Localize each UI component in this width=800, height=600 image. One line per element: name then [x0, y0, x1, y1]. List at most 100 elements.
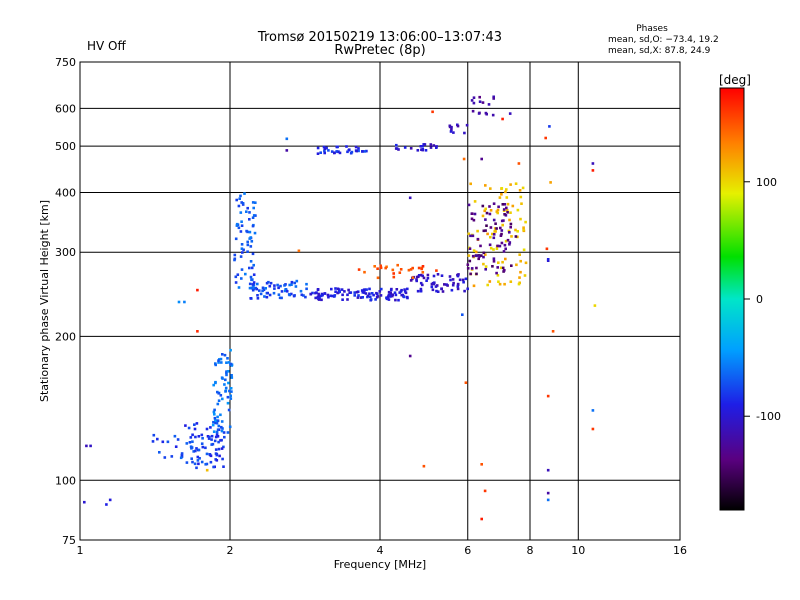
echo-point — [205, 452, 209, 456]
echo-point — [456, 274, 460, 278]
echo-point — [246, 250, 249, 253]
echo-point — [376, 267, 379, 270]
echo-point — [466, 287, 469, 291]
echo-point — [501, 117, 504, 121]
echo-point — [436, 273, 440, 276]
echo-point — [237, 226, 241, 230]
echo-point — [491, 232, 494, 236]
echo-point — [500, 193, 503, 196]
echo-point — [256, 297, 260, 300]
echo-point — [269, 281, 273, 285]
echo-point — [314, 296, 317, 300]
echo-point — [220, 420, 224, 423]
echo-point — [251, 252, 255, 256]
echo-point — [425, 279, 428, 282]
echo-point — [473, 200, 477, 203]
y-tick-label: 400 — [55, 186, 76, 199]
echo-point — [251, 278, 254, 281]
echo-point — [220, 425, 223, 429]
echo-point — [448, 124, 452, 128]
echo-point — [349, 291, 353, 294]
echo-point — [499, 266, 503, 270]
echo-point — [191, 433, 194, 437]
echo-point — [252, 214, 256, 217]
echo-point — [249, 260, 253, 263]
echo-point — [393, 291, 397, 294]
echo-point — [546, 468, 550, 472]
y-tick-label: 100 — [55, 474, 76, 487]
echo-point — [509, 183, 512, 186]
echo-point — [317, 294, 321, 297]
echo-point — [237, 204, 241, 208]
echo-point — [477, 112, 481, 115]
echo-point — [226, 395, 230, 399]
echo-point — [508, 218, 511, 222]
echo-point — [385, 297, 389, 301]
echo-point — [492, 97, 495, 100]
echo-point — [316, 146, 320, 150]
echo-point — [368, 292, 371, 295]
echo-point — [499, 226, 502, 230]
echo-point — [212, 465, 215, 469]
echo-point — [445, 283, 448, 286]
echo-point — [248, 286, 252, 290]
echo-point — [158, 451, 161, 454]
echo-point — [216, 402, 220, 406]
echo-point — [211, 423, 215, 427]
echo-point — [481, 101, 485, 104]
echo-point — [500, 187, 504, 190]
echo-point — [374, 298, 377, 301]
echo-point — [210, 434, 214, 438]
echo-point — [503, 213, 506, 216]
echo-point — [235, 222, 239, 226]
echo-point — [200, 460, 204, 464]
echo-point — [421, 283, 424, 287]
y-tick-label: 300 — [55, 246, 76, 259]
echo-point — [389, 288, 393, 292]
echo-point — [522, 226, 525, 229]
echo-point — [216, 415, 219, 419]
echo-point — [484, 253, 487, 256]
echo-point — [241, 251, 244, 254]
echo-point — [246, 243, 250, 247]
echo-point — [163, 456, 167, 459]
echo-point — [329, 294, 332, 298]
echo-point — [426, 273, 430, 277]
echo-point — [335, 150, 338, 153]
echo-point — [489, 226, 493, 229]
echo-point — [509, 280, 513, 283]
echo-point — [230, 364, 234, 367]
echo-point — [174, 445, 178, 448]
echo-point — [220, 447, 224, 450]
echo-point — [504, 247, 507, 251]
echo-point — [504, 190, 507, 194]
echo-point — [472, 249, 476, 252]
echo-point — [480, 157, 483, 161]
echo-point — [293, 281, 296, 285]
echo-point — [456, 282, 460, 286]
echo-point — [180, 452, 184, 455]
echo-point — [518, 276, 521, 279]
echo-point — [424, 149, 428, 152]
echo-point — [470, 217, 474, 221]
colorbar-tick-label: -100 — [756, 410, 781, 423]
echo-point — [496, 208, 500, 212]
echo-point — [221, 353, 224, 356]
echo-point — [415, 278, 418, 281]
echo-point — [521, 186, 525, 190]
echo-point — [212, 383, 215, 387]
echo-point — [422, 464, 426, 468]
echo-point — [196, 455, 200, 459]
echo-point — [492, 257, 496, 260]
echo-point — [432, 274, 436, 278]
echo-point — [214, 448, 218, 451]
echo-point — [343, 290, 346, 293]
echo-point — [501, 223, 504, 227]
echo-point — [357, 268, 361, 271]
echo-point — [489, 235, 492, 239]
echo-point — [408, 354, 412, 358]
echo-point — [280, 296, 283, 300]
echo-point — [487, 103, 491, 106]
echo-point — [411, 276, 415, 279]
echo-point — [432, 144, 436, 147]
